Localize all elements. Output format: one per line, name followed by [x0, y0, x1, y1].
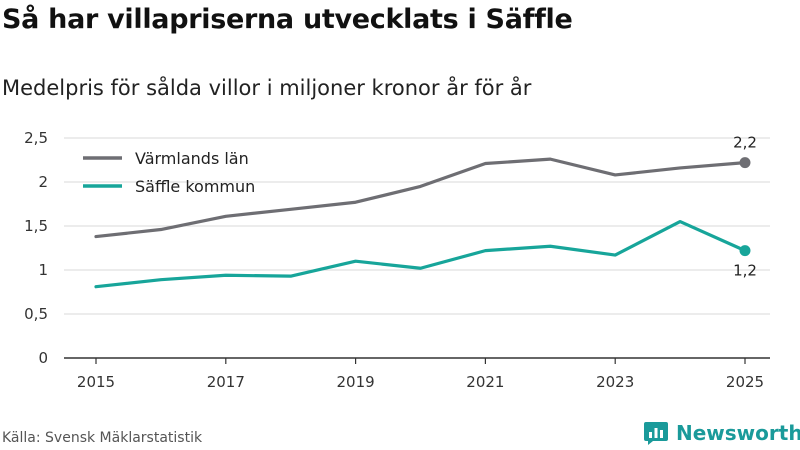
- y-tick-label: 1: [38, 261, 48, 279]
- y-tick-label: 2: [38, 173, 48, 191]
- brand-name: Newsworthy: [676, 421, 800, 445]
- y-tick-label: 0,5: [24, 305, 48, 323]
- chart-title: Så har villapriserna utvecklats i Säffle: [2, 4, 573, 35]
- series-end-label: 1,2: [733, 262, 757, 280]
- y-tick-label: 0: [38, 349, 48, 367]
- x-tick-label: 2015: [77, 373, 115, 391]
- series-line-saffle-kommun: [94, 220, 747, 289]
- series-end-point: [739, 157, 751, 169]
- y-tick-label: 1,5: [24, 217, 48, 235]
- series-line-varmlands-lan: [94, 157, 747, 239]
- series-end-label: 2,2: [733, 134, 757, 152]
- brand-logo: Newsworthy: [644, 420, 800, 446]
- newsworthy-logo-icon: [644, 422, 668, 445]
- chart-subtitle: Medelpris för sålda villor i miljoner kr…: [2, 76, 532, 100]
- x-tick-label: 2019: [337, 373, 375, 391]
- legend-label: Värmlands län: [135, 149, 249, 168]
- x-tick-label: 2021: [466, 373, 504, 391]
- x-tick-label: 2017: [207, 373, 245, 391]
- source-note: Källa: Svensk Mäklarstatistik: [2, 430, 203, 446]
- legend-label: Säffle kommun: [135, 177, 255, 196]
- series-end-point: [739, 245, 751, 257]
- y-tick-label: 2,5: [24, 129, 48, 147]
- x-tick-label: 2025: [726, 373, 764, 391]
- x-tick-label: 2023: [596, 373, 634, 391]
